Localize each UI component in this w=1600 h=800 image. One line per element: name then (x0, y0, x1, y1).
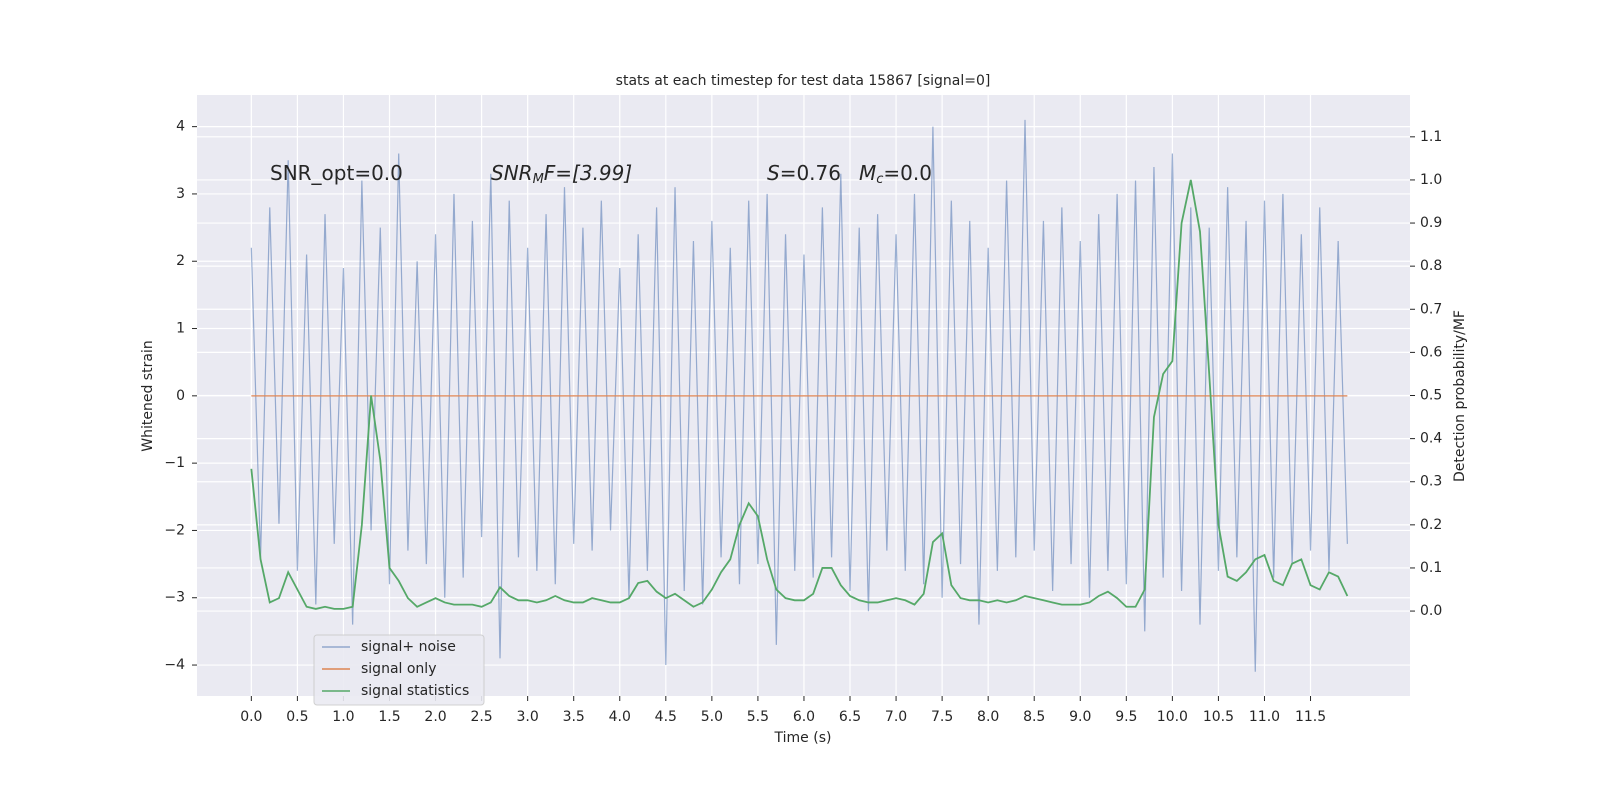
y-tick-label: 4 (176, 119, 185, 135)
y2-tick-label: 0.4 (1420, 431, 1442, 447)
x-tick-label: 1.0 (332, 709, 354, 725)
y2-tick-label: 1.1 (1420, 129, 1442, 145)
y2-tick-label: 0.7 (1420, 301, 1442, 317)
legend-label: signal only (361, 661, 436, 677)
chart-title: stats at each timestep for test data 158… (616, 73, 991, 89)
x-tick-label: 9.5 (1115, 709, 1137, 725)
annotation-text: S (767, 161, 780, 185)
y-tick-label: 3 (176, 186, 185, 202)
legend-label: signal statistics (361, 683, 469, 699)
x-tick-label: 7.0 (885, 709, 907, 725)
x-tick-label: 8.0 (977, 709, 999, 725)
x-tick-label: 10.0 (1157, 709, 1188, 725)
annotation-text: SNR (491, 161, 533, 185)
series-line (250, 179, 1349, 610)
y-tick-label: 1 (176, 321, 185, 337)
annotation-text: M (533, 172, 544, 187)
series-line (250, 119, 1348, 672)
x-tick-label: 2.0 (424, 709, 446, 725)
y-tick-label: 2 (176, 253, 185, 269)
legend-label: signal+ noise (361, 639, 456, 655)
x-tick-label: 7.5 (931, 709, 953, 725)
legend: signal+ noise signal only signal statist… (313, 634, 485, 706)
y2-tick-label: 0.1 (1420, 560, 1442, 576)
annotation-text: SNR_opt=0.0 (270, 161, 403, 185)
x-tick-label: 2.5 (470, 709, 492, 725)
y-tick-label: −3 (164, 590, 185, 606)
legend-box (313, 634, 485, 706)
x-tick-label: 0.5 (286, 709, 308, 725)
y-tick-label: −2 (164, 522, 185, 538)
x-tick-label: 4.0 (609, 709, 631, 725)
y2-axis-label: Detection probability/MF (1452, 310, 1468, 482)
x-tick-label: 10.5 (1203, 709, 1234, 725)
x-tick-label: 11.0 (1249, 709, 1280, 725)
annotation: SNR_opt=0.0 (270, 161, 403, 185)
y2-tick-label: 0.9 (1420, 215, 1442, 231)
annotation-text: M (859, 161, 876, 185)
x-tick-label: 6.0 (793, 709, 815, 725)
x-tick-label: 1.5 (378, 709, 400, 725)
y2-tick-label: 0.8 (1420, 258, 1442, 274)
annotation-text: =0.76 (780, 161, 841, 185)
y2-tick-label: 0.2 (1420, 517, 1442, 533)
annotation-text: =0.0 (883, 161, 932, 185)
y-tick-label: −4 (164, 657, 185, 673)
y2-tick-label: 1.0 (1420, 172, 1442, 188)
x-tick-label: 0.0 (240, 709, 262, 725)
annotation-text: F=[3.99] (544, 161, 632, 185)
axes: 0.0 0.5 1.0 1.5 2.0 2.5 3.0 3.5 4.0 4.5 5.0 5.5 6.0 6… (164, 119, 1442, 725)
x-tick-label: 3.0 (517, 709, 539, 725)
y2-tick-label: 0.6 (1420, 344, 1442, 360)
x-tick-label: 6.5 (839, 709, 861, 725)
x-tick-label: 9.0 (1069, 709, 1091, 725)
x-tick-label: 5.0 (701, 709, 723, 725)
x-tick-label: 11.5 (1295, 709, 1326, 725)
y-axis-label: Whitened strain (140, 340, 156, 451)
y2-tick-label: 0.3 (1420, 474, 1442, 490)
x-tick-label: 8.5 (1023, 709, 1045, 725)
y2-tick-label: 0.5 (1420, 388, 1442, 404)
x-tick-label: 4.5 (655, 709, 677, 725)
y-tick-label: −1 (164, 455, 185, 471)
annotation: S=0.76 Mc=0.0 (767, 161, 932, 187)
marks (250, 119, 1349, 672)
y2-tick-label: 0.0 (1420, 603, 1442, 619)
annotation-text: c (876, 172, 883, 187)
x-tick-label: 5.5 (747, 709, 769, 725)
y-tick-label: 0 (176, 388, 185, 404)
x-axis-label: Time (s) (774, 730, 832, 746)
annotation: SNRMF=[3.99] (491, 161, 632, 187)
x-tick-label: 3.5 (563, 709, 585, 725)
